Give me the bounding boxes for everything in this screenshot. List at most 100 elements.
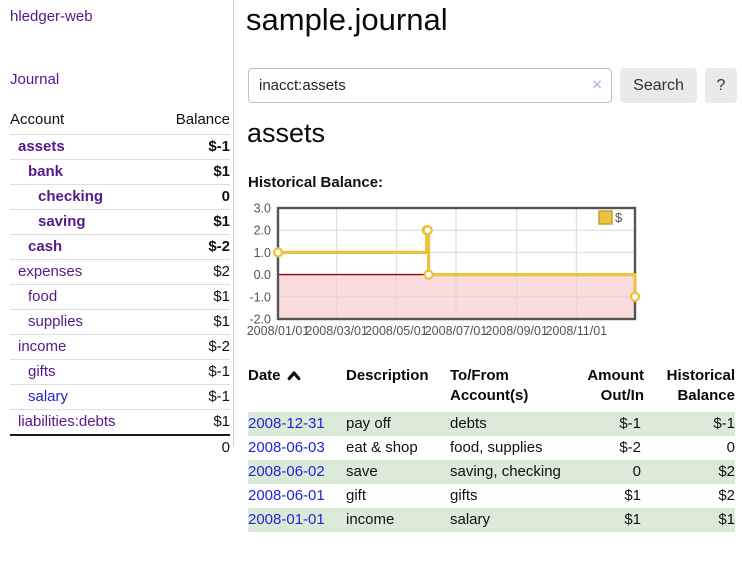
account-balance: $1 bbox=[155, 409, 230, 435]
help-button[interactable]: ? bbox=[705, 68, 737, 103]
sidebar-account-link[interactable]: expenses bbox=[18, 263, 83, 280]
account-name-cell: liabilities:debts bbox=[10, 409, 156, 435]
register-date-cell: 2008-12-31 bbox=[248, 412, 346, 436]
account-balance: $2 bbox=[155, 259, 230, 285]
account-name-cell: checking bbox=[10, 184, 156, 210]
register-amount: $1 bbox=[624, 511, 641, 528]
sidebar-item-journal[interactable]: Journal bbox=[10, 71, 60, 88]
account-name-cell: assets bbox=[10, 134, 156, 160]
x-axis-tick-label: 2008/03/01 bbox=[305, 324, 368, 338]
x-axis-tick-label: 2008/01/01 bbox=[247, 324, 310, 338]
account-row: cash $-2 bbox=[10, 234, 230, 260]
register-accounts: gifts bbox=[450, 487, 478, 504]
register-accounts: debts bbox=[450, 415, 487, 432]
sidebar-account-link[interactable]: gifts bbox=[28, 363, 56, 380]
account-balance: $-1 bbox=[155, 359, 230, 385]
account-row: assets $-1 bbox=[10, 134, 230, 160]
x-axis-tick-label: 2008/07/01 bbox=[425, 324, 488, 338]
sidebar-total-row: 0 bbox=[10, 434, 230, 460]
y-axis-tick-label: -1.0 bbox=[249, 290, 271, 304]
accounts-column-header: To/From Account(s) bbox=[450, 367, 529, 404]
account-balance: $1 bbox=[155, 309, 230, 335]
account-balance: 0 bbox=[155, 184, 230, 210]
register-date-link[interactable]: 2008-01-01 bbox=[248, 511, 325, 528]
account-name-cell: expenses bbox=[10, 259, 156, 285]
register-description: eat & shop bbox=[346, 439, 418, 456]
search-field-wrap: × bbox=[248, 68, 612, 103]
y-axis-tick-label: -2.0 bbox=[249, 313, 271, 327]
sidebar-account-link[interactable]: food bbox=[28, 288, 58, 305]
y-axis-tick-label: 1.0 bbox=[254, 246, 271, 260]
account-row: income $-2 bbox=[10, 334, 230, 360]
account-name-cell: gifts bbox=[10, 359, 156, 385]
account-row: liabilities:debts $1 bbox=[10, 409, 230, 435]
register-date-cell: 2008-06-01 bbox=[248, 484, 346, 508]
register-date-link[interactable]: 2008-06-01 bbox=[248, 487, 325, 504]
sidebar-account-link[interactable]: liabilities:debts bbox=[18, 413, 116, 430]
historical-balance-chart: $2008/01/01 2008/03/01 2008/05/01 2008/07/0… bbox=[243, 202, 643, 347]
search-input[interactable] bbox=[248, 68, 612, 103]
register-date-link[interactable]: 2008-12-31 bbox=[248, 415, 325, 432]
legend-swatch bbox=[598, 210, 613, 225]
register-description: pay off bbox=[346, 415, 391, 432]
account-row: checking 0 bbox=[10, 184, 230, 210]
account-column-header: Account bbox=[10, 111, 65, 128]
account-name-cell: salary bbox=[10, 384, 156, 410]
register-date-cell: 2008-06-03 bbox=[248, 436, 346, 460]
legend-label: $ bbox=[615, 210, 623, 225]
balance-column-header-register: Historical Balance bbox=[666, 367, 735, 404]
account-row: saving $1 bbox=[10, 209, 230, 235]
register-accounts: food, supplies bbox=[450, 439, 543, 456]
register-description: gift bbox=[346, 487, 367, 504]
total-spacer-cell bbox=[10, 434, 156, 460]
register-row: 2008-06-02 save saving, checking 0 $2 bbox=[248, 460, 735, 484]
register-balance: $1 bbox=[718, 511, 735, 528]
sidebar-account-link[interactable]: bank bbox=[28, 163, 64, 180]
account-row: expenses $2 bbox=[10, 259, 230, 285]
register-row: 2008-01-01 income salary $1 $1 bbox=[248, 508, 735, 532]
register-accounts: salary bbox=[450, 511, 491, 528]
y-axis-tick-label: 0.0 bbox=[254, 268, 271, 282]
sidebar-account-link[interactable]: salary bbox=[28, 388, 69, 405]
sidebar-account-link[interactable]: assets bbox=[18, 138, 65, 155]
account-row: food $1 bbox=[10, 284, 230, 310]
account-row: gifts $-1 bbox=[10, 359, 230, 385]
register-balance: $2 bbox=[718, 463, 735, 480]
account-balance: $-1 bbox=[155, 384, 230, 410]
account-row: bank $1 bbox=[10, 159, 230, 185]
account-row: supplies $1 bbox=[10, 309, 230, 335]
register-date-cell: 2008-06-02 bbox=[248, 460, 346, 484]
register-row: 2008-06-01 gift gifts $1 $2 bbox=[248, 484, 735, 508]
sidebar-account-link[interactable]: cash bbox=[28, 238, 63, 255]
register-row: 2008-12-31 pay off debts $-1 $-1 bbox=[248, 412, 735, 436]
page-title: sample.journal bbox=[246, 2, 448, 37]
data-point-marker bbox=[629, 291, 641, 302]
register-description: save bbox=[346, 463, 378, 480]
balance-column-header: Balance bbox=[175, 111, 230, 128]
account-name-cell: cash bbox=[10, 234, 156, 260]
account-balance: $1 bbox=[155, 209, 230, 235]
account-name-cell: bank bbox=[10, 159, 156, 185]
search-button[interactable]: Search bbox=[620, 68, 697, 103]
clear-search-icon[interactable]: × bbox=[592, 75, 602, 94]
register-description: income bbox=[346, 511, 395, 528]
register-amount: $-2 bbox=[619, 439, 641, 456]
register-date-link[interactable]: 2008-06-02 bbox=[248, 463, 325, 480]
register-balance: $-1 bbox=[713, 415, 735, 432]
account-balance: $1 bbox=[155, 284, 230, 310]
register-date-link[interactable]: 2008-06-03 bbox=[248, 439, 325, 456]
sidebar-account-link[interactable]: income bbox=[18, 338, 67, 355]
account-balance: $-2 bbox=[155, 234, 230, 260]
register-date-cell: 2008-01-01 bbox=[248, 508, 346, 532]
date-column-header[interactable]: Date bbox=[248, 360, 346, 412]
register-balance: 0 bbox=[726, 439, 735, 456]
app-brand-link[interactable]: hledger-web bbox=[10, 8, 93, 25]
sidebar-account-link[interactable]: supplies bbox=[28, 313, 84, 330]
sidebar-account-link[interactable]: checking bbox=[38, 188, 104, 205]
account-name-cell: supplies bbox=[10, 309, 156, 335]
sidebar-total-balance: 0 bbox=[155, 434, 230, 460]
sidebar-divider bbox=[233, 0, 234, 446]
register-balance: $2 bbox=[718, 487, 735, 504]
chart-title: Historical Balance: bbox=[248, 174, 384, 191]
sidebar-account-link[interactable]: saving bbox=[38, 213, 86, 230]
